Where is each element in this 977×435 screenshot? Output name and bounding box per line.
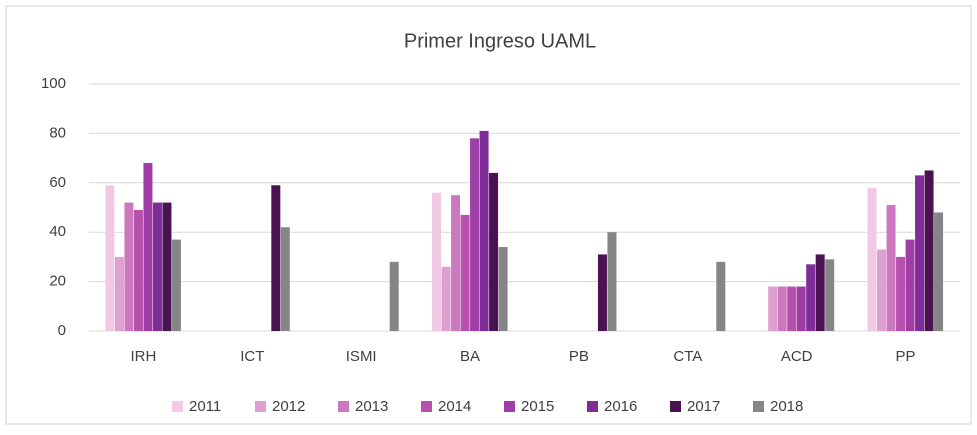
bar <box>143 163 153 331</box>
bar <box>806 264 816 331</box>
bar <box>934 212 944 331</box>
bar <box>171 239 181 331</box>
bar <box>271 185 281 331</box>
x-tick-label: CTA <box>673 348 702 365</box>
legend-swatch <box>670 401 681 412</box>
bar <box>152 202 162 331</box>
bar <box>915 175 925 331</box>
bar <box>787 286 797 331</box>
bar <box>280 227 290 331</box>
bar <box>768 286 778 331</box>
bar <box>389 261 399 331</box>
bar <box>479 130 489 331</box>
legend-swatch <box>587 401 598 412</box>
bar <box>114 256 124 331</box>
x-tick-label: IRH <box>131 348 157 365</box>
legend-swatch <box>172 401 183 412</box>
legend-swatch <box>421 401 432 412</box>
bar <box>460 214 470 331</box>
legend-swatch <box>338 401 349 412</box>
x-tick-label: PP <box>896 348 916 365</box>
bar <box>877 249 887 331</box>
chart-title: Primer Ingreso UAML <box>404 30 596 52</box>
legend-label: 2017 <box>687 398 720 415</box>
legend-label: 2018 <box>770 398 803 415</box>
bar <box>815 254 825 331</box>
bar <box>597 254 607 331</box>
bar <box>716 261 726 331</box>
y-tick-label: 100 <box>41 75 66 92</box>
legend-swatch <box>753 401 764 412</box>
x-tick-label: PB <box>569 348 589 365</box>
legend-label: 2015 <box>521 398 554 415</box>
x-tick-label: ISMI <box>346 348 377 365</box>
x-tick-label: ICT <box>240 348 264 365</box>
bar <box>924 170 934 331</box>
bar <box>470 138 480 331</box>
bar <box>432 192 442 331</box>
bar <box>867 187 877 331</box>
legend-swatch <box>255 401 266 412</box>
legend-label: 2013 <box>355 398 388 415</box>
x-tick-label: BA <box>460 348 480 365</box>
bar <box>451 195 461 331</box>
bar <box>489 172 499 331</box>
x-tick-label: ACD <box>781 348 813 365</box>
y-tick-label: 80 <box>49 124 66 141</box>
bar <box>777 286 787 331</box>
bar <box>896 256 906 331</box>
legend-label: 2012 <box>272 398 305 415</box>
legend-label: 2011 <box>189 398 221 415</box>
y-tick-label: 40 <box>49 223 66 240</box>
bar <box>886 205 896 331</box>
bar <box>162 202 172 331</box>
legend-label: 2016 <box>604 398 637 415</box>
y-tick-label: 0 <box>58 322 66 339</box>
bar <box>441 266 451 331</box>
bar <box>905 239 915 331</box>
bar <box>607 232 617 331</box>
bar <box>796 286 806 331</box>
bar <box>825 259 835 331</box>
bar <box>124 202 134 331</box>
bar <box>133 209 143 331</box>
bar <box>498 247 508 331</box>
legend-label: 2014 <box>438 398 471 415</box>
y-tick-label: 20 <box>49 273 66 290</box>
legend-swatch <box>504 401 515 412</box>
y-tick-label: 60 <box>49 174 66 191</box>
bar <box>105 185 115 331</box>
